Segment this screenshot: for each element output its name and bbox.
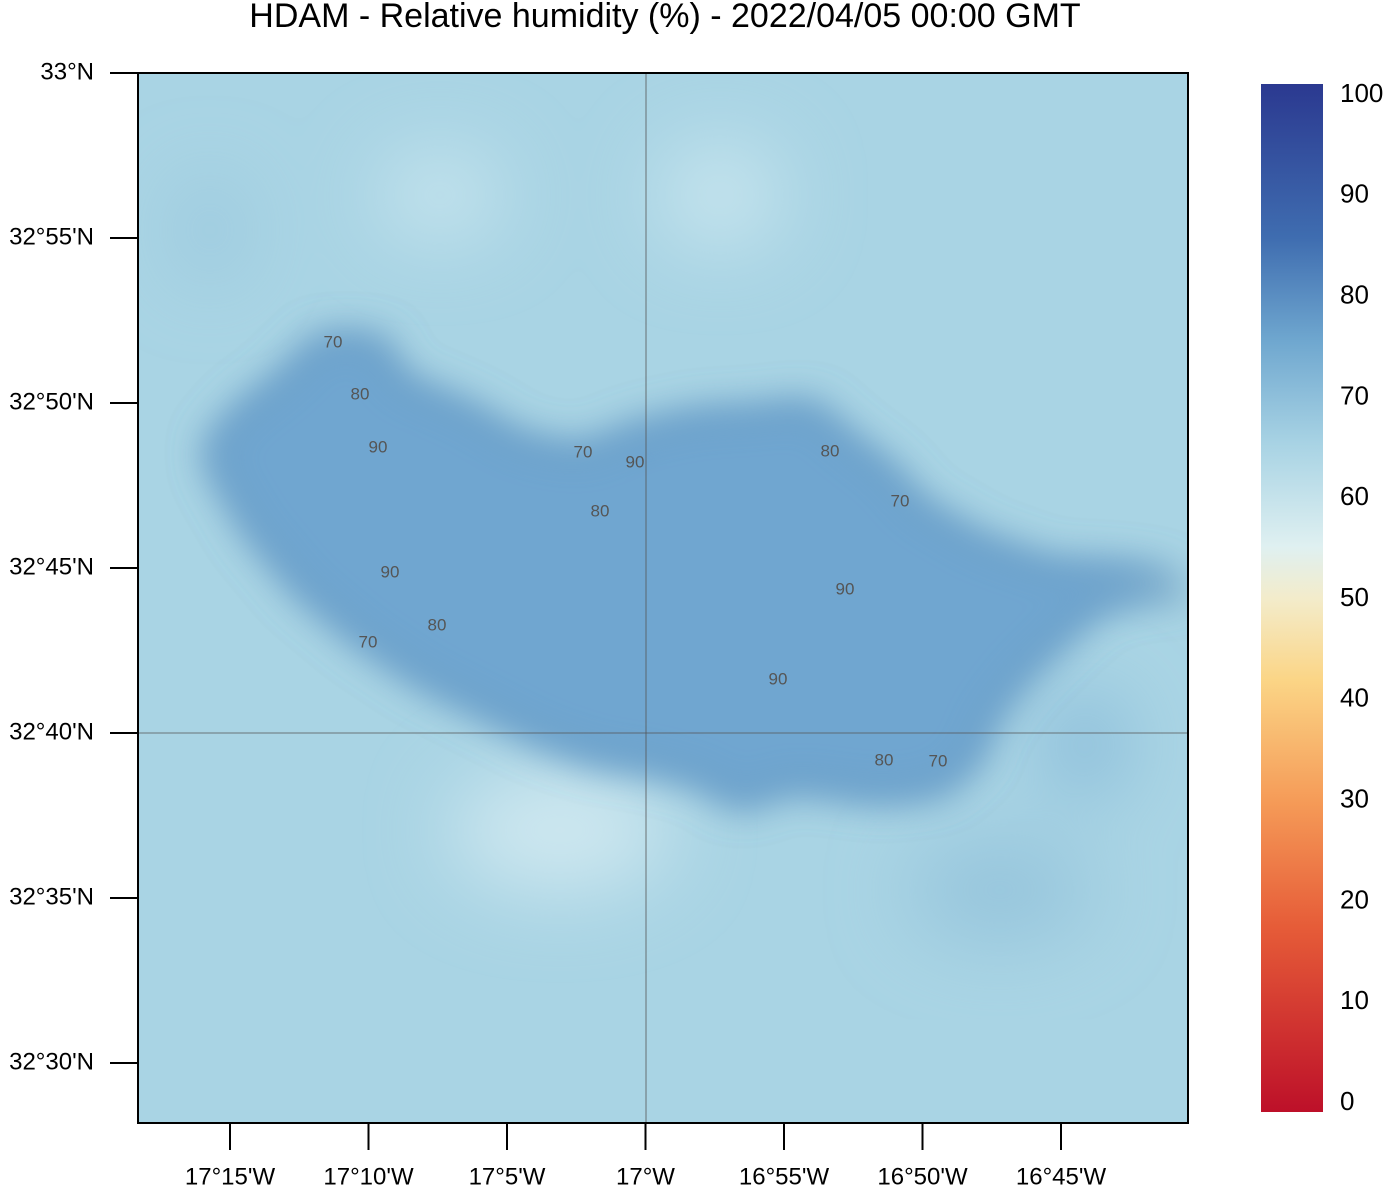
- contour-label: 80: [351, 384, 370, 403]
- colorbar-label: 20: [1340, 884, 1369, 914]
- title: HDAM - Relative humidity (%) - 2022/04/0…: [249, 0, 1080, 35]
- contour-label: 70: [359, 632, 378, 651]
- contour-label: 90: [836, 579, 855, 598]
- axes: 33°N 32°55'N 32°50'N 32°45'N 32°40'N 32°35'N 3…: [9, 58, 1383, 1189]
- sea-variation: [185, 145, 1120, 940]
- contour-label: 80: [821, 441, 840, 460]
- map-field: 70 80 90 70 90 80 80 70 90 80 70 90 90 80 70: [138, 73, 1188, 1123]
- lat-label: 32°50'N: [9, 388, 94, 415]
- colorbar-label: 90: [1340, 179, 1369, 209]
- lat-label: 32°45'N: [9, 553, 94, 580]
- contour-label: 80: [591, 501, 610, 520]
- lon-label: 17°5'W: [469, 1163, 546, 1189]
- lon-label: 17°10'W: [323, 1163, 414, 1189]
- map-frame: [137, 72, 1189, 1124]
- colorbar-label: 10: [1340, 985, 1369, 1015]
- colorbar-label: 40: [1340, 683, 1369, 713]
- colorbar-label: 50: [1340, 582, 1369, 612]
- lon-label: 17°15'W: [185, 1163, 276, 1189]
- contour-label: 90: [369, 437, 388, 456]
- colorbar-label: 80: [1340, 279, 1369, 309]
- contour-label: 80: [875, 750, 894, 769]
- colorbar: [1261, 84, 1323, 1112]
- contour-label: 80: [428, 615, 447, 634]
- colorbar-label: 60: [1340, 481, 1369, 511]
- lat-label: 32°30'N: [9, 1048, 94, 1075]
- contour-label: 90: [381, 562, 400, 581]
- colorbar-label: 0: [1340, 1086, 1354, 1116]
- colorbar-label: 100: [1340, 78, 1383, 108]
- contour-label: 70: [891, 491, 910, 510]
- contour-label: 70: [324, 332, 343, 351]
- lat-label: 32°40'N: [9, 718, 94, 745]
- colorbar-label: 30: [1340, 783, 1369, 813]
- lat-label: 32°35'N: [9, 883, 94, 910]
- lon-label: 17°W: [616, 1163, 675, 1189]
- contour-label: 90: [769, 669, 788, 688]
- contour-label: 70: [929, 751, 948, 770]
- colorbar-label: 70: [1340, 380, 1369, 410]
- lon-label: 16°45'W: [1016, 1163, 1107, 1189]
- lon-label: 16°50'W: [877, 1163, 968, 1189]
- lon-label: 16°55'W: [739, 1163, 830, 1189]
- lat-label: 32°55'N: [9, 223, 94, 250]
- contour-label: 70: [574, 442, 593, 461]
- contour-label: 90: [626, 452, 645, 471]
- lat-label: 33°N: [40, 58, 94, 85]
- contour-labels: 70 80 90 70 90 80 80 70 90 80 70 90 90 80 70: [324, 332, 948, 770]
